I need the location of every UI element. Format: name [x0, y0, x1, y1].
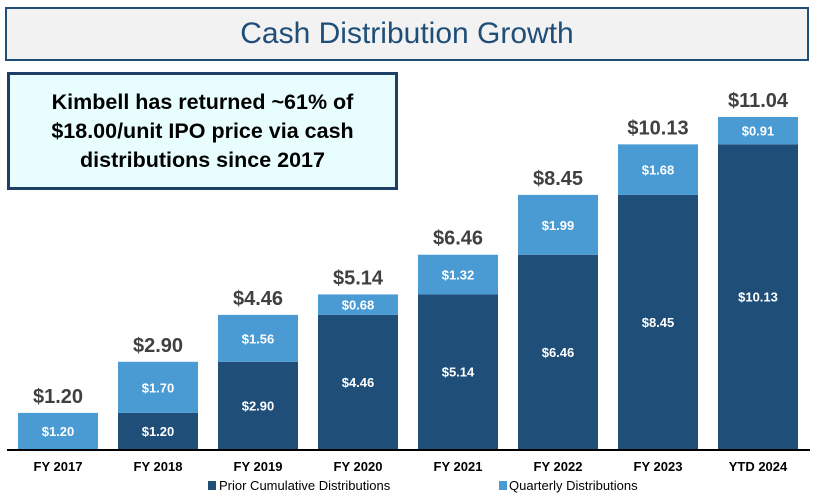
callout-text: Kimbell has returned ~61% of $18.00/unit… [51, 89, 354, 172]
total-label: $4.46 [233, 288, 283, 310]
bar-value-label: $1.20 [142, 424, 175, 439]
bar-value-label: $6.46 [542, 345, 575, 360]
bar-quarterly [418, 254, 498, 295]
bar-prior-cumulative [718, 144, 798, 449]
bar-quarterly [218, 314, 298, 362]
legend-label-quarterly: Quarterly Distributions [509, 478, 638, 493]
bar-value-label: $1.20 [42, 424, 75, 439]
page-title: Cash Distribution Growth [240, 17, 574, 50]
total-label: $2.90 [133, 335, 183, 357]
bar-value-label: $0.91 [742, 124, 775, 139]
bar-prior-cumulative [218, 361, 298, 449]
bar-value-label: $4.46 [342, 375, 375, 390]
x-tick-label: FY 2018 [134, 459, 183, 474]
bar-quarterly [518, 194, 598, 255]
bar-quarterly [318, 294, 398, 315]
bar-quarterly [718, 117, 798, 145]
bar-value-label: $1.70 [142, 380, 175, 395]
x-tick-label: FY 2022 [534, 459, 583, 474]
bar-value-label: $10.13 [738, 290, 778, 305]
x-tick-label: YTD 2024 [729, 459, 788, 474]
legend-label-prior: Prior Cumulative Distributions [219, 478, 391, 493]
bar-value-label: $5.14 [442, 365, 475, 380]
legend-swatch-prior [208, 481, 216, 490]
bar-prior-cumulative [118, 412, 198, 449]
total-label: $11.04 [728, 90, 789, 112]
x-tick-label: FY 2019 [234, 459, 283, 474]
x-tick-label: FY 2020 [334, 459, 383, 474]
total-label: $8.45 [533, 168, 583, 190]
title-banner: Cash Distribution Growth [5, 7, 809, 61]
bar-value-label: $2.90 [242, 398, 275, 413]
bar-quarterly [18, 412, 98, 449]
total-label: $5.14 [333, 267, 384, 289]
bar-value-label: $1.56 [242, 331, 275, 346]
bar-prior-cumulative [318, 314, 398, 449]
bar-quarterly [618, 144, 698, 195]
x-tick-label: FY 2017 [34, 459, 83, 474]
total-label: $1.20 [33, 386, 83, 408]
callout-box: Kimbell has returned ~61% of $18.00/unit… [7, 72, 398, 190]
bar-value-label: $1.32 [442, 268, 475, 283]
bar-prior-cumulative [618, 194, 698, 449]
legend-swatch-quarterly [499, 481, 507, 490]
bar-value-label: $1.99 [542, 218, 575, 233]
x-tick-label: FY 2021 [434, 459, 483, 474]
bar-prior-cumulative [418, 294, 498, 449]
bar-value-label: $1.68 [642, 163, 675, 178]
bar-value-label: $0.68 [342, 298, 375, 313]
total-label: $6.46 [433, 228, 483, 250]
x-tick-label: FY 2023 [634, 459, 683, 474]
bar-prior-cumulative [518, 254, 598, 449]
bar-quarterly [118, 361, 198, 413]
total-label: $10.13 [627, 117, 688, 139]
bar-value-label: $8.45 [642, 315, 675, 330]
